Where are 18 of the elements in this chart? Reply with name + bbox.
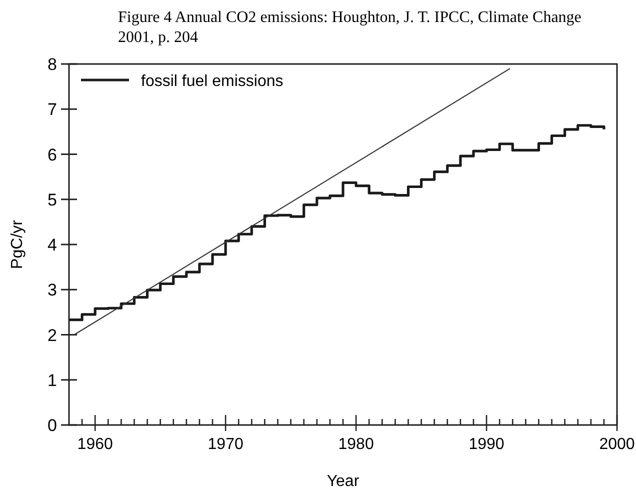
- x-tick-label: 1980: [338, 436, 374, 453]
- x-tick-label: 1990: [468, 436, 504, 453]
- x-tick-label: 2000: [599, 436, 635, 453]
- y-tick-label: 1: [48, 370, 57, 390]
- y-tick-label: 0: [48, 416, 57, 435]
- y-tick-label: 8: [48, 55, 57, 74]
- y-axis-title: PgC/yr: [9, 219, 26, 269]
- y-tick-label: 7: [48, 100, 57, 120]
- y-tick-label: 3: [48, 280, 57, 300]
- x-tick-label: 1970: [208, 436, 244, 453]
- y-tick-label: 6: [48, 145, 57, 164]
- chart-title: Figure 4 Annual CO2 emissions: Houghton, J. T. IPCC, Climate Change 2001, p. 204: [118, 9, 582, 46]
- x-tick-label: 1960: [77, 436, 113, 453]
- legend-label: fossil fuel emissions: [141, 73, 284, 90]
- y-tick-label: 5: [48, 190, 57, 210]
- x-axis-title: Year: [326, 473, 360, 490]
- y-tick-label: 2: [48, 326, 57, 345]
- y-tick-label: 4: [48, 236, 57, 254]
